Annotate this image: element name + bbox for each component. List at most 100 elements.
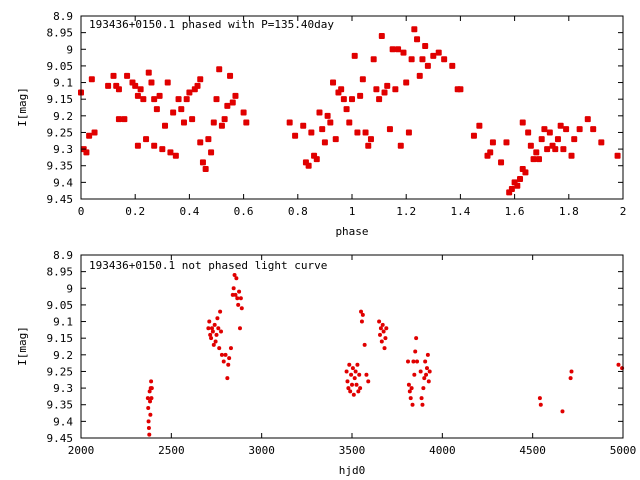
phased-data-point [349,96,355,103]
phased-data-point [378,32,385,39]
phased-data-point [134,92,141,99]
phased-data-point [598,139,605,146]
phased-data-point [332,136,339,143]
phased-data-point [243,119,250,126]
unphased-data-point [425,352,430,357]
unphased-data-point [418,369,423,374]
unphased-chart-title: 193436+0150.1 not phased light curve [89,259,327,272]
unphased-data-point [424,366,429,371]
unphased-y-tick-label: 8.9 [53,249,73,262]
phased-data-point [557,122,564,129]
unphased-data-point [408,396,413,401]
unphased-data-point [358,386,363,391]
phased-data-point [140,96,147,103]
phased-data-point [164,79,171,86]
phased-data-point [498,159,505,166]
phased-data-point [172,152,179,159]
phased-data-point [210,119,217,126]
phased-data-point [403,79,410,86]
phased-data-point [343,106,350,113]
phased-data-point [381,89,388,96]
unphased-data-point [412,372,417,377]
phased-chart-title: 193436+0150.1 phased with P=135.40day [89,18,334,31]
phased-data-point [346,119,353,126]
unphased-y-tick-label: 9.45 [47,432,74,445]
phased-data-point [227,72,234,79]
unphased-data-point [569,369,574,374]
unphased-y-tick-label: 9.4 [53,415,73,428]
unphased-data-point [225,376,230,381]
phased-data-point [143,136,150,143]
unphased-data-point [207,319,212,324]
unphased-data-point [226,362,231,367]
unphased-data-point [359,319,364,324]
phased-x-tick-label: 1.2 [396,205,416,218]
unphased-data-point [413,349,418,354]
phased-data-point [538,136,545,143]
phased-data-point [370,56,377,63]
unphased-y-tick-label: 9.35 [47,399,74,412]
unphased-data-point [380,322,385,327]
phased-data-point [525,129,532,136]
phased-data-point [457,86,464,93]
phased-data-point [319,126,326,133]
phased-data-point [535,156,542,163]
phased-data-point [408,56,415,63]
phased-data-point [132,82,139,89]
unphased-data-point [411,359,416,364]
phased-data-point [145,69,152,76]
phased-data-point [91,129,98,136]
unphased-data-point [146,419,151,424]
phased-data-point [367,136,374,143]
unphased-data-points [145,272,625,437]
unphased-y-tick-label: 9.1 [53,316,73,329]
phased-y-tick-label: 9.25 [47,126,74,139]
phased-data-point [218,122,225,129]
unphased-data-point [348,389,353,394]
unphased-data-point [378,326,383,331]
unphased-data-point [346,386,351,391]
phased-data-point [354,129,361,136]
unphased-data-point [216,326,221,331]
unphased-data-point [206,326,211,331]
phased-light-curve-chart: 0 0.2 0.4 0.6 0.8 1 1.2 1.4 1.6 1.8 2 8.9 8.95 9 9.05 9… [16,10,626,238]
unphased-data-point [355,362,360,367]
phased-data-point [313,156,320,163]
phased-data-point [576,126,583,133]
unphased-data-point [383,336,388,341]
phased-data-point [134,142,141,149]
unphased-data-point [424,372,429,377]
phased-data-point [395,46,402,53]
phased-x-tick-label: 2 [620,205,627,218]
phased-data-point [340,96,347,103]
phased-data-point [324,112,331,119]
phased-data-point [359,76,366,83]
phased-y-tick-label: 8.9 [53,10,73,23]
phased-y-tick-label: 9.4 [53,176,73,189]
phased-data-point [197,76,204,83]
phased-data-point [208,149,215,156]
unphased-data-point [406,382,411,387]
phased-data-point [416,72,423,79]
phased-data-point [86,132,93,139]
phased-data-point [470,132,477,139]
phased-data-point [159,146,166,153]
phased-data-point [156,92,163,99]
phased-data-point [357,92,364,99]
unphased-data-point [146,406,151,411]
unphased-data-point [221,359,226,364]
unphased-data-point [239,306,244,311]
phased-data-point [286,119,293,126]
phased-data-point [180,119,187,126]
phased-x-tick-label: 1.8 [559,205,579,218]
phased-data-point [213,96,220,103]
phased-data-point [199,159,206,166]
phased-data-point [560,146,567,153]
unphased-data-point [147,389,152,394]
unphased-data-point [148,412,153,417]
phased-data-point [316,109,323,116]
unphased-y-tick-label: 9.25 [47,365,74,378]
phased-data-point [194,82,201,89]
phased-data-point [240,109,247,116]
phased-data-point [435,49,442,56]
